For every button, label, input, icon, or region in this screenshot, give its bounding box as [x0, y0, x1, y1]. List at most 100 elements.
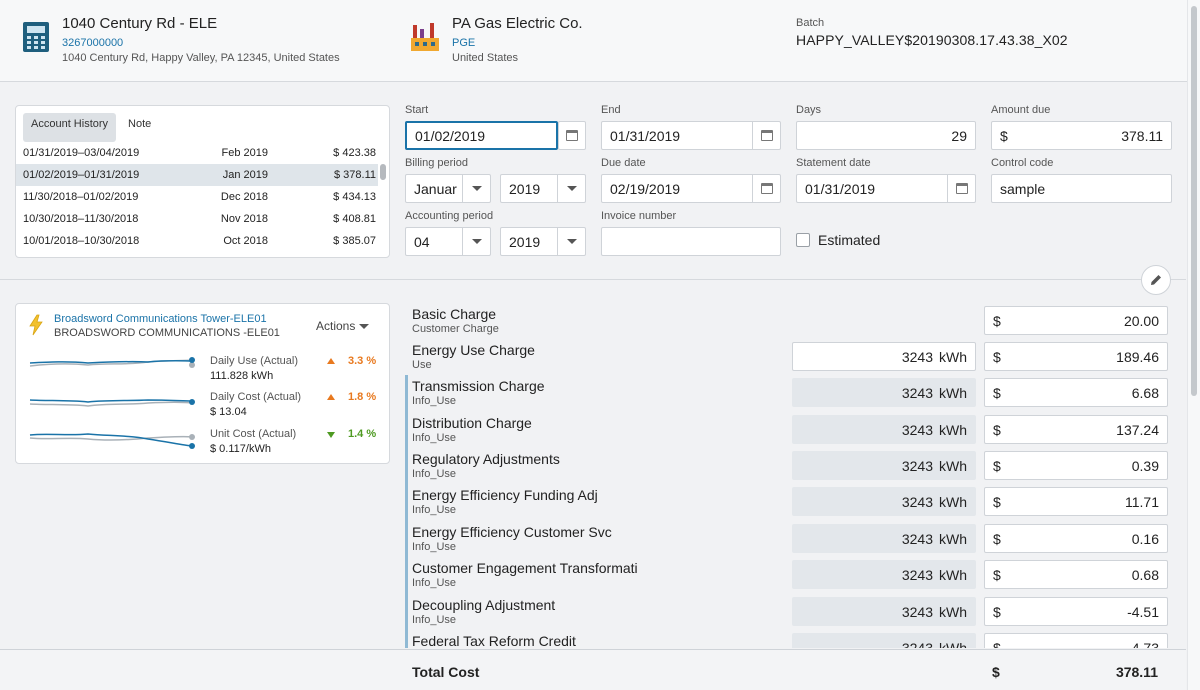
chevron-down-icon — [471, 186, 482, 191]
start-calendar-button[interactable] — [558, 121, 586, 150]
meter-name-link[interactable]: Broadsword Communications Tower-ELE01 — [54, 313, 267, 325]
charge-amount-input[interactable]: $ 0.68 — [984, 560, 1168, 589]
total-currency: $ — [992, 664, 1000, 680]
charge-amount-input[interactable]: $ 6.68 — [984, 378, 1168, 407]
estimated-checkbox[interactable] — [796, 233, 810, 247]
tab-account-history[interactable]: Account History — [23, 113, 117, 142]
days-label: Days — [796, 104, 822, 116]
end-date-input[interactable]: 01/31/2019 — [601, 121, 781, 150]
billing-month-select[interactable]: Januar — [405, 174, 491, 203]
batch-block: Batch HAPPY_VALLEY$20190308.17.43.38_X02 — [796, 17, 1068, 48]
start-date-input[interactable]: 01/02/2019 — [405, 121, 558, 150]
history-row[interactable]: 11/30/2018–01/02/2019 Dec 2018 $ 434.13 — [16, 186, 389, 208]
billing-period-label: Billing period — [405, 157, 468, 169]
meter-card: Broadsword Communications Tower-ELE01 BR… — [15, 303, 390, 464]
charge-amount: -4.51 — [1127, 603, 1159, 620]
factory-icon — [411, 23, 439, 51]
charge-amount-input[interactable]: $ 0.16 — [984, 524, 1168, 553]
due-calendar-button[interactable] — [752, 175, 780, 202]
charge-unit: kWh — [939, 493, 967, 510]
estimated-label: Estimated — [818, 232, 881, 248]
batch-value: HAPPY_VALLEY$20190308.17.43.38_X02 — [796, 32, 1068, 48]
charge-unit: kWh — [939, 457, 967, 474]
end-calendar-button[interactable] — [752, 122, 780, 149]
accounting-period-value: 04 — [414, 233, 430, 250]
charge-quantity: 3243 — [901, 493, 933, 510]
currency-symbol: $ — [993, 421, 1001, 438]
accounting-year-select[interactable]: 2019 — [500, 227, 586, 256]
account-number-link[interactable]: 3267000000 — [62, 37, 124, 49]
start-label: Start — [405, 104, 429, 116]
start-date-value: 01/02/2019 — [415, 127, 486, 144]
charge-type: Info_Use — [412, 577, 457, 589]
history-range: 10/01/2018–10/30/2018 — [23, 235, 140, 247]
calendar-icon — [760, 183, 773, 194]
scrollbar-thumb[interactable] — [1191, 6, 1197, 396]
billing-year-dropdown[interactable] — [557, 175, 585, 202]
edit-button[interactable] — [1141, 265, 1171, 295]
amount-due-input[interactable]: $ 378.11 — [991, 121, 1172, 150]
metric-value: $ 13.04 — [210, 406, 247, 418]
lightning-icon — [29, 314, 43, 336]
days-input[interactable]: 29 — [796, 121, 976, 150]
control-code-input[interactable]: sample — [991, 174, 1172, 203]
charge-name: Transmission Charge — [412, 378, 545, 394]
charge-type: Use — [412, 359, 432, 371]
charge-type: Info_Use — [412, 395, 457, 407]
charge-amount-input[interactable]: $ 20.00 — [984, 306, 1168, 335]
vendor-title: PA Gas Electric Co. — [452, 15, 583, 32]
invoice-number-input[interactable] — [601, 227, 781, 256]
account-history-panel: Account History Note 01/31/2019–03/04/20… — [15, 105, 390, 258]
charge-amount-input[interactable]: $ 0.39 — [984, 451, 1168, 480]
charge-unit: kWh — [939, 348, 967, 365]
statement-date-input[interactable]: 01/31/2019 — [796, 174, 976, 203]
history-amount: $ 423.38 — [333, 147, 376, 159]
accounting-period-select[interactable]: 04 — [405, 227, 491, 256]
charge-quantity-input[interactable]: 3243 kWh — [792, 342, 976, 371]
vendor-code-link[interactable]: PGE — [452, 37, 476, 49]
charge-amount: 6.68 — [1131, 384, 1159, 401]
charge-quantity: 3243 — [901, 348, 933, 365]
charge-quantity-field: 3243 kWh — [792, 487, 976, 516]
billing-month-dropdown[interactable] — [462, 175, 490, 202]
history-range: 10/30/2018–11/30/2018 — [23, 213, 139, 225]
history-row-selected[interactable]: 01/02/2019–01/31/2019 Jan 2019 $ 378.11 — [16, 164, 378, 186]
history-row[interactable]: 10/30/2018–11/30/2018 Nov 2018 $ 408.81 — [16, 208, 389, 230]
charge-quantity: 3243 — [901, 457, 933, 474]
currency-symbol: $ — [993, 312, 1001, 329]
history-month: Oct 2018 — [223, 235, 268, 247]
history-month: Jan 2019 — [222, 169, 268, 181]
billing-year-select[interactable]: 2019 — [500, 174, 586, 203]
due-date-input[interactable]: 02/19/2019 — [601, 174, 781, 203]
history-amount: $ 378.11 — [333, 169, 376, 181]
calendar-icon — [760, 130, 773, 141]
billing-month-value: Januar — [414, 180, 457, 197]
charge-unit: kWh — [939, 603, 967, 620]
accounting-period-dropdown[interactable] — [462, 228, 490, 255]
charge-name: Distribution Charge — [412, 415, 532, 431]
history-row[interactable]: 01/31/2019–03/04/2019 Feb 2019 $ 423.38 — [16, 142, 389, 164]
history-scrollbar[interactable] — [380, 164, 386, 180]
charge-type: Info_Use — [412, 432, 457, 444]
accounting-year-dropdown[interactable] — [557, 228, 585, 255]
charge-type: Info_Use — [412, 614, 457, 626]
metric-change: 3.3 % — [348, 355, 377, 367]
page-scrollbar[interactable] — [1187, 0, 1200, 690]
charge-quantity-field: 3243 kWh — [792, 633, 976, 648]
pencil-icon — [1151, 275, 1161, 285]
charge-amount: 137.24 — [1116, 421, 1159, 438]
charge-amount-input[interactable]: $ 11.71 — [984, 487, 1168, 516]
tab-note[interactable]: Note — [128, 118, 152, 130]
charge-amount: 189.46 — [1116, 348, 1159, 365]
actions-label: Actions — [316, 319, 356, 333]
history-row[interactable]: 10/01/2018–10/30/2018 Oct 2018 $ 385.07 — [16, 230, 389, 252]
history-amount: $ 408.81 — [333, 213, 376, 225]
actions-menu[interactable]: Actions — [316, 319, 370, 333]
currency-symbol: $ — [993, 639, 1001, 649]
statement-calendar-button[interactable] — [947, 175, 975, 202]
charge-amount-input[interactable]: $ 189.46 — [984, 342, 1168, 371]
charge-amount-input[interactable]: $ 137.24 — [984, 415, 1168, 444]
charge-amount-input[interactable]: $ -4.51 — [984, 597, 1168, 626]
charge-amount-input[interactable]: $ -4.73 — [984, 633, 1168, 648]
history-range: 11/30/2018–01/02/2019 — [23, 191, 139, 203]
